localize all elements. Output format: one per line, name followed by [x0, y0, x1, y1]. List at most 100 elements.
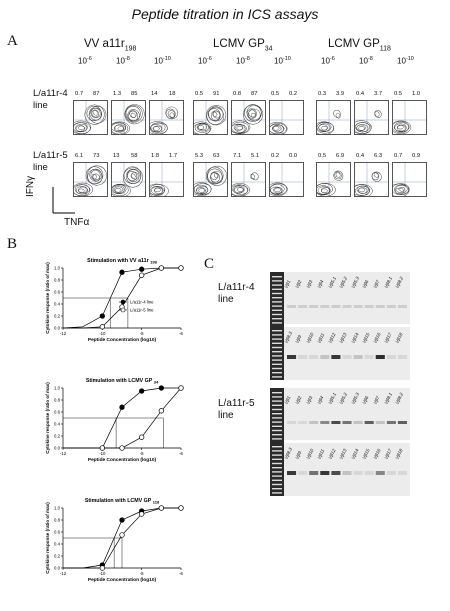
band: [397, 305, 407, 308]
quadrant-ur-value: 0.2: [289, 91, 298, 97]
ladder-band: [272, 396, 282, 398]
band: [309, 355, 319, 359]
figure-title: Peptide titration in ICS assays: [131, 6, 319, 22]
conc-exp: -8: [124, 56, 130, 62]
ladder-band: [272, 276, 282, 278]
band: [386, 421, 396, 424]
lane-label: Vβ14: [349, 448, 360, 460]
conc-base: 10: [154, 56, 163, 66]
quadrant-ur-value: 73: [93, 153, 100, 159]
conc-exp: -10: [162, 56, 171, 62]
quadrant-ur-value: 6.9: [336, 153, 345, 159]
band: [298, 471, 308, 475]
conc-exp: -6: [86, 56, 92, 62]
quadrant-ul-value: 1.8: [151, 153, 160, 159]
ladder-band: [272, 351, 282, 353]
band: [287, 421, 297, 424]
x-tick-label: -6: [179, 451, 183, 456]
ladder-band: [272, 313, 282, 316]
lane-label: Vβ5.3: [349, 275, 360, 289]
x-axis-label: Peptide Concentration (log10): [88, 337, 157, 343]
quadrant-ur-value: 6.3: [374, 153, 383, 159]
quadrant-ur-value: 1.7: [169, 153, 178, 159]
data-point: [178, 505, 184, 511]
conc-label: 10-6: [198, 56, 212, 66]
legend-label: L/a11r-5 line: [130, 308, 154, 313]
ladder-band: [272, 471, 282, 473]
y-tick-label: 0.0: [54, 566, 61, 571]
x-tick-label: -8: [140, 571, 144, 576]
x-axis-label: TNFα: [64, 217, 90, 228]
gel-label-line2: line: [218, 410, 234, 421]
ladder-band: [272, 292, 282, 295]
lane-label: Vβ3: [305, 279, 314, 289]
dose-response-chart-1: Stimulation with VV a11r 198 0.0 0.2 0.4 0.6…: [45, 258, 184, 343]
conc-base: 10: [198, 56, 207, 66]
band: [397, 471, 407, 475]
ladder-band: [272, 367, 282, 370]
lane-label: Vβ8.1: [383, 391, 393, 405]
ladder-band: [272, 404, 282, 406]
y-tick-label: 0.2: [54, 554, 61, 559]
lane-label: Vβ2: [294, 395, 303, 405]
lane-label: Vβ13: [338, 448, 349, 460]
ladder-band: [272, 372, 282, 374]
data-point: [99, 313, 105, 319]
facs-plot: [193, 162, 228, 197]
dose-response-chart-3: Stimulation with LCMV GP 118 0.0 0.2 0.4 0.6…: [45, 498, 184, 583]
lane-label: Vβ6: [361, 279, 370, 289]
ladder-lane: [270, 388, 284, 496]
band: [342, 355, 352, 359]
lane-label: Vβ5.3: [349, 391, 360, 405]
band: [331, 471, 341, 475]
data-point: [158, 265, 164, 271]
lane-label: Vβ4: [316, 279, 325, 289]
ladder-band: [272, 446, 282, 448]
ladder-band: [272, 417, 282, 419]
y-tick-label: 0.0: [54, 326, 61, 331]
lane-label: Vβ7: [372, 279, 381, 289]
ladder-band: [272, 309, 282, 311]
band: [309, 421, 319, 424]
gel-label-line1: L/a11r-4: [218, 282, 255, 293]
y-axis-label: IFNγ: [25, 175, 36, 197]
x-tick-label: -12: [60, 451, 67, 456]
group-title-sub: 118: [379, 45, 391, 53]
y-tick-label: 1.0: [54, 266, 61, 271]
quadrant-ur-value: 87: [93, 91, 100, 97]
quadrant-ul-value: 0.4: [356, 153, 365, 159]
data-point: [139, 266, 145, 272]
lane-label: Vβ14: [349, 332, 360, 344]
ladder-band: [272, 475, 282, 477]
strip-divider: [284, 440, 410, 443]
lane-label: Vβ1: [283, 279, 292, 289]
lane-label: Vβ12: [327, 332, 337, 344]
ladder-band: [272, 434, 282, 436]
gel-image: [270, 388, 410, 496]
gel-label-2: L/a11r-5 line: [218, 398, 255, 422]
lane-label: Vβ17: [383, 332, 393, 344]
ladder-band: [272, 438, 282, 440]
quadrant-ul-value: 0.4: [356, 91, 365, 97]
lane-label: Vβ13: [338, 332, 349, 344]
lane-label: Vβ7: [372, 395, 381, 405]
x-axis-label: Peptide Concentration (log10): [88, 577, 157, 583]
x-tick-label: -8: [140, 451, 144, 456]
gel-image: [270, 272, 410, 380]
strip-divider: [284, 324, 410, 327]
facs-plot: [316, 100, 351, 135]
facs-plot: [149, 162, 184, 197]
facs-plot: [392, 162, 427, 197]
y-tick-label: 0.4: [54, 422, 61, 427]
data-point: [178, 385, 184, 391]
y-tick-label: 0.6: [54, 410, 61, 415]
lane-label: Vβ11: [316, 332, 326, 344]
x-tick-label: -12: [60, 331, 67, 336]
row-label-line2: line: [33, 100, 48, 111]
quadrant-ur-value: 91: [213, 91, 220, 97]
y-tick-label: 0.8: [54, 518, 61, 523]
lane-label: Vβ8.1: [383, 275, 393, 289]
gel-label-line1: L/a11r-5: [218, 398, 255, 409]
lane-label: Vβ9: [294, 450, 303, 460]
quadrant-ul-value: 0.7: [75, 91, 84, 97]
